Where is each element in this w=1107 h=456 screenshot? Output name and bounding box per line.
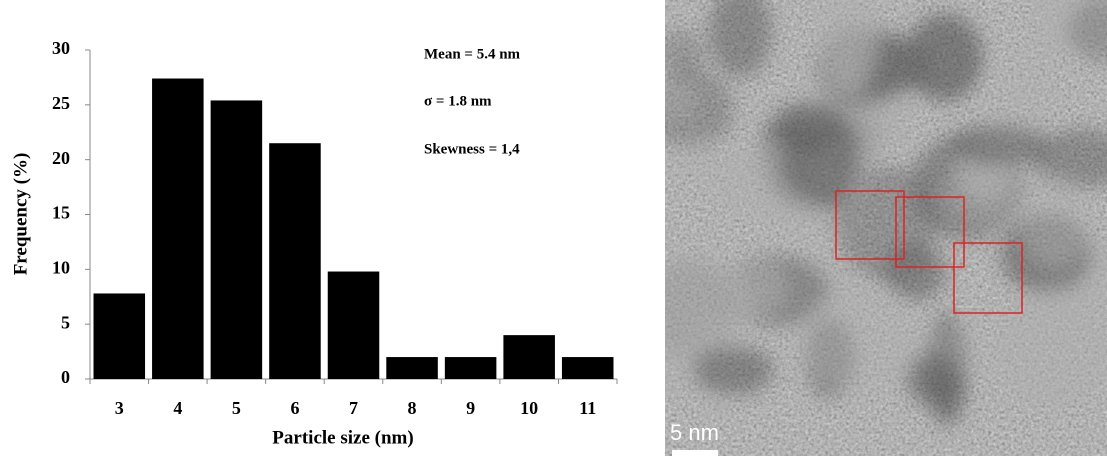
y-tick-label: 25 bbox=[52, 93, 70, 113]
bar bbox=[93, 293, 146, 379]
x-tick-label: 5 bbox=[232, 398, 241, 418]
x-axis-title: Particle size (nm) bbox=[272, 427, 413, 448]
x-tick-label: 6 bbox=[290, 398, 299, 418]
annotation: Mean = 5.4 nm bbox=[424, 46, 521, 62]
y-tick-label: 0 bbox=[61, 367, 70, 387]
y-tick-label: 10 bbox=[52, 257, 70, 277]
annotation: σ = 1.8 nm bbox=[424, 93, 492, 109]
histogram: Mean = 5.4 nm σ = 1.8 nm Skewness = 1,4 … bbox=[10, 38, 618, 448]
bar bbox=[152, 78, 204, 379]
y-axis-title: Frequency (%) bbox=[10, 153, 31, 276]
bar bbox=[210, 100, 263, 380]
scale-label: 5 nm bbox=[670, 420, 719, 445]
x-tick-label: 7 bbox=[349, 398, 358, 418]
highlight-box bbox=[953, 242, 1023, 314]
x-tick-label: 3 bbox=[115, 398, 124, 418]
annotation: Skewness = 1,4 bbox=[424, 141, 520, 157]
y-tick-label: 30 bbox=[52, 38, 70, 58]
y-tick-label: 15 bbox=[52, 203, 70, 223]
bar bbox=[327, 271, 380, 379]
highlight-box bbox=[895, 196, 965, 268]
bar bbox=[269, 143, 321, 379]
x-tick-label: 9 bbox=[466, 398, 475, 418]
scale-bar bbox=[672, 450, 718, 456]
image-grain bbox=[665, 0, 1107, 456]
x-tick-label: 11 bbox=[579, 398, 596, 418]
y-tick-label: 20 bbox=[52, 148, 70, 168]
bar bbox=[561, 357, 614, 379]
bar bbox=[444, 357, 497, 379]
x-tick-label: 4 bbox=[173, 398, 182, 418]
bar bbox=[503, 335, 555, 379]
x-tick-label: 8 bbox=[408, 398, 417, 418]
highlight-box bbox=[835, 190, 905, 260]
bar bbox=[386, 357, 438, 379]
y-tick-label: 5 bbox=[61, 312, 70, 332]
tem-image: 5 nm bbox=[665, 0, 1107, 456]
x-tick-label: 10 bbox=[520, 398, 538, 418]
